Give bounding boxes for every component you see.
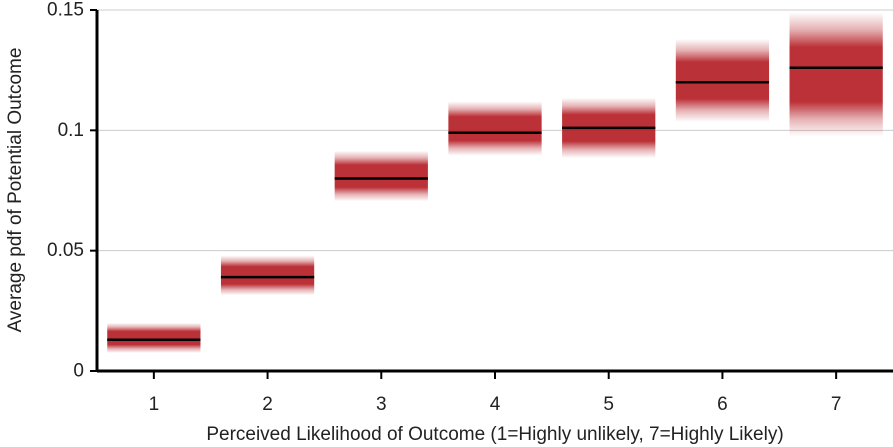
y-tick-label: 0.05 <box>47 240 84 261</box>
confidence-band <box>789 12 883 137</box>
x-tick-label: 1 <box>149 394 160 415</box>
x-tick-label: 4 <box>490 394 501 415</box>
x-tick-label: 2 <box>262 394 273 415</box>
confidence-band <box>675 38 770 122</box>
x-tick-label: 3 <box>376 394 387 415</box>
confidence-band <box>107 322 201 353</box>
y-tick-label: 0 <box>73 361 84 382</box>
y-tick-label: 0.15 <box>47 0 84 21</box>
x-ticks: 1 2 3 4 5 6 7 <box>149 371 842 415</box>
x-axis-label: Perceived Likelihood of Outcome (1=Highl… <box>206 424 783 445</box>
x-tick-label: 7 <box>831 394 842 415</box>
confidence-band <box>334 150 428 202</box>
x-tick-label: 5 <box>603 394 614 415</box>
mean-lines <box>107 66 883 341</box>
axes <box>95 10 893 373</box>
y-axis-label: Average pdf of Potential Outcome <box>5 48 26 333</box>
y-tick-label: 0.1 <box>58 120 84 141</box>
confidence-band <box>220 255 315 296</box>
confidence-band <box>448 101 542 156</box>
x-tick-label: 6 <box>717 394 728 415</box>
confidence-bands <box>107 12 883 353</box>
y-ticks: 0 0.05 0.1 0.15 <box>47 0 97 382</box>
